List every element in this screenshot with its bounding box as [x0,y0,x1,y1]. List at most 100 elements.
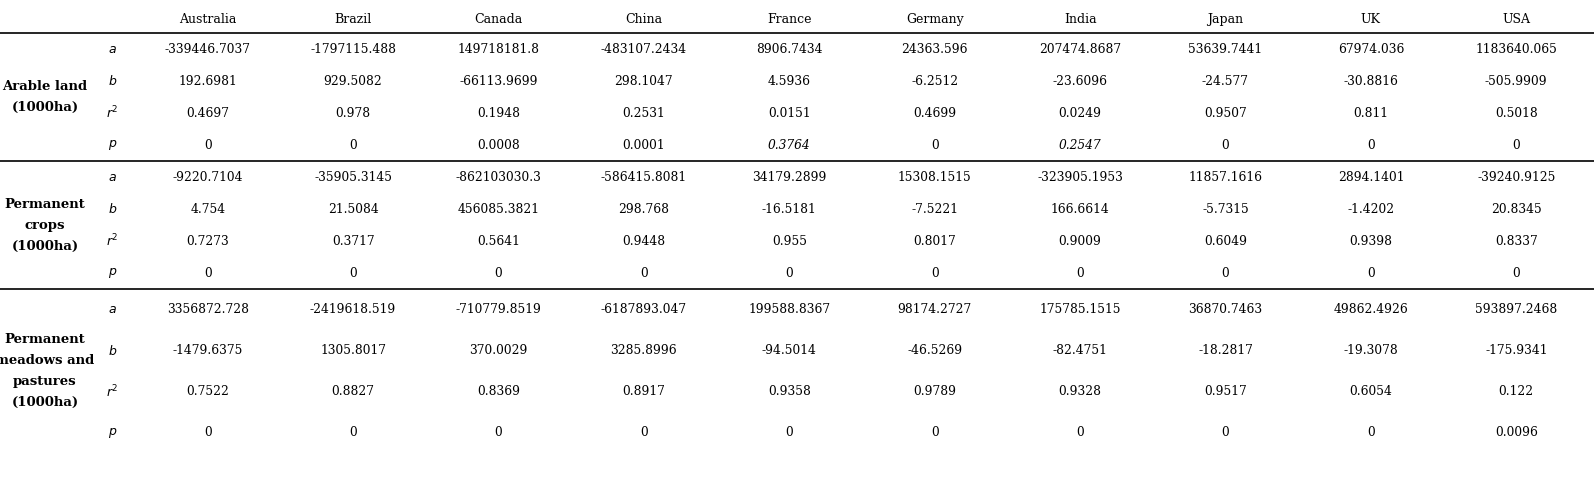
Text: -19.3078: -19.3078 [1344,344,1398,357]
Text: -6.2512: -6.2512 [912,75,958,88]
Text: 0: 0 [786,426,794,439]
Text: -39240.9125: -39240.9125 [1478,170,1556,183]
Text: 3356872.728: 3356872.728 [167,303,249,316]
Text: -7.5221: -7.5221 [912,203,958,216]
Text: 98174.2727: 98174.2727 [897,303,972,316]
Text: -18.2817: -18.2817 [1199,344,1253,357]
Text: 149718181.8: 149718181.8 [457,42,539,55]
Text: -483107.2434: -483107.2434 [601,42,687,55]
Text: 0.9358: 0.9358 [768,385,811,398]
Text: 0: 0 [1221,138,1229,151]
Text: 0.5018: 0.5018 [1495,107,1538,120]
Text: -1479.6375: -1479.6375 [172,344,242,357]
Text: 0: 0 [931,426,939,439]
Text: 0.1948: 0.1948 [477,107,520,120]
Text: -1.4202: -1.4202 [1347,203,1395,216]
Text: -30.8816: -30.8816 [1344,75,1398,88]
Text: 0: 0 [1221,426,1229,439]
Text: 0.6054: 0.6054 [1350,385,1392,398]
Text: 0.2547: 0.2547 [1058,138,1101,151]
Text: $p$: $p$ [108,266,118,280]
Text: $r^2$: $r^2$ [107,383,118,400]
Text: -46.5269: -46.5269 [907,344,963,357]
Text: 0.8917: 0.8917 [623,385,665,398]
Text: $p$: $p$ [108,138,118,152]
Text: -6187893.047: -6187893.047 [601,303,687,316]
Text: -16.5181: -16.5181 [762,203,816,216]
Text: 0: 0 [349,426,357,439]
Text: Permanent: Permanent [5,198,86,211]
Text: $a$: $a$ [108,170,116,183]
Text: 593897.2468: 593897.2468 [1474,303,1557,316]
Text: (1000ha): (1000ha) [11,240,78,252]
Text: 0.0096: 0.0096 [1495,426,1538,439]
Text: 0: 0 [494,266,502,279]
Text: 0.7273: 0.7273 [186,235,230,248]
Text: 0.9517: 0.9517 [1203,385,1247,398]
Text: 0: 0 [349,138,357,151]
Text: 207474.8687: 207474.8687 [1039,42,1121,55]
Text: 199588.8367: 199588.8367 [748,303,830,316]
Text: 0: 0 [931,138,939,151]
Text: 0: 0 [641,266,647,279]
Text: 0: 0 [1221,266,1229,279]
Text: 0.9448: 0.9448 [622,235,665,248]
Text: 175785.1515: 175785.1515 [1039,303,1121,316]
Text: (1000ha): (1000ha) [11,101,78,114]
Text: UK: UK [1361,12,1380,25]
Text: 166.6614: 166.6614 [1050,203,1109,216]
Text: 0.4699: 0.4699 [913,107,956,120]
Text: 4.5936: 4.5936 [768,75,811,88]
Text: 0.811: 0.811 [1353,107,1388,120]
Text: 1183640.065: 1183640.065 [1476,42,1557,55]
Text: 0.6049: 0.6049 [1203,235,1247,248]
Text: -35905.3145: -35905.3145 [314,170,392,183]
Text: 0: 0 [204,138,212,151]
Text: 0: 0 [1368,138,1374,151]
Text: 0: 0 [641,426,647,439]
Text: pastures: pastures [13,375,77,388]
Text: 0.8017: 0.8017 [913,235,956,248]
Text: -23.6096: -23.6096 [1052,75,1108,88]
Text: -175.9341: -175.9341 [1486,344,1548,357]
Text: -24.577: -24.577 [1202,75,1250,88]
Text: -66113.9699: -66113.9699 [459,75,537,88]
Text: 3285.8996: 3285.8996 [611,344,677,357]
Text: 4.754: 4.754 [190,203,225,216]
Text: -2419618.519: -2419618.519 [309,303,397,316]
Text: 0.8369: 0.8369 [477,385,520,398]
Text: 298.1047: 298.1047 [615,75,673,88]
Text: $r^2$: $r^2$ [107,233,118,249]
Text: 0: 0 [1513,138,1521,151]
Text: 36870.7463: 36870.7463 [1189,303,1262,316]
Text: 34179.2899: 34179.2899 [752,170,826,183]
Text: 0.5641: 0.5641 [477,235,520,248]
Text: 0.978: 0.978 [336,107,371,120]
Text: 0.122: 0.122 [1498,385,1533,398]
Text: Japan: Japan [1207,12,1243,25]
Text: 192.6981: 192.6981 [179,75,238,88]
Text: USA: USA [1502,12,1530,25]
Text: -862103030.3: -862103030.3 [456,170,542,183]
Text: India: India [1063,12,1097,25]
Text: 0: 0 [1368,266,1374,279]
Text: -323905.1953: -323905.1953 [1038,170,1124,183]
Text: $b$: $b$ [108,344,118,358]
Text: 8906.7434: 8906.7434 [756,42,823,55]
Text: 0: 0 [349,266,357,279]
Text: Canada: Canada [475,12,523,25]
Text: -94.5014: -94.5014 [762,344,816,357]
Text: 0: 0 [1076,426,1084,439]
Text: -710779.8519: -710779.8519 [456,303,542,316]
Text: 0: 0 [1368,426,1374,439]
Text: 0: 0 [494,426,502,439]
Text: $a$: $a$ [108,303,116,316]
Text: $r^2$: $r^2$ [107,105,118,122]
Text: China: China [625,12,663,25]
Text: $b$: $b$ [108,74,118,88]
Text: 2894.1401: 2894.1401 [1337,170,1404,183]
Text: 20.8345: 20.8345 [1490,203,1541,216]
Text: 0.0001: 0.0001 [623,138,665,151]
Text: -586415.8081: -586415.8081 [601,170,687,183]
Text: 0: 0 [786,266,794,279]
